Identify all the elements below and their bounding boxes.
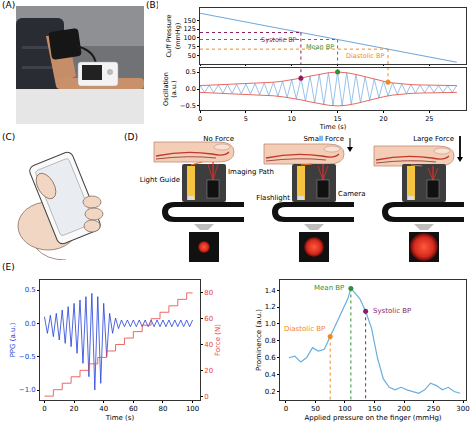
- svg-text:Oscillation(a.u.): Oscillation(a.u.): [162, 72, 178, 106]
- svg-text:Small Force: Small Force: [303, 135, 344, 143]
- svg-text:20: 20: [70, 405, 79, 413]
- svg-text:0.6: 0.6: [265, 354, 277, 362]
- svg-text:50: 50: [311, 405, 320, 413]
- svg-text:75: 75: [188, 43, 196, 51]
- svg-text:PPG (a.u.): PPG (a.u.): [9, 322, 17, 357]
- svg-text:Mean BP: Mean BP: [314, 284, 344, 292]
- svg-text:60: 60: [204, 315, 213, 323]
- svg-text:Imaging Path: Imaging Path: [228, 168, 274, 176]
- html-text:(C): (C): [2, 132, 16, 142]
- svg-text:Diastolic BP: Diastolic BP: [284, 325, 325, 333]
- html-text:(D): (D): [124, 132, 138, 142]
- svg-text:0.8: 0.8: [265, 337, 276, 345]
- svg-text:20: 20: [379, 115, 387, 123]
- svg-text:Camera: Camera: [338, 190, 365, 198]
- svg-text:150: 150: [368, 405, 381, 413]
- svg-text:0: 0: [42, 405, 46, 413]
- html-text:(A): (A): [2, 0, 16, 10]
- svg-text:200: 200: [397, 405, 410, 413]
- svg-text:0: 0: [204, 393, 208, 401]
- svg-text:No Force: No Force: [203, 135, 234, 143]
- svg-text:Time (s): Time (s): [105, 414, 135, 422]
- svg-text:125: 125: [183, 25, 195, 33]
- svg-text:0: 0: [198, 115, 202, 123]
- svg-text:60: 60: [129, 405, 138, 413]
- svg-text:300: 300: [456, 405, 469, 413]
- svg-text:25: 25: [425, 115, 433, 123]
- svg-text:Time (s): Time (s): [319, 123, 346, 131]
- svg-text:10: 10: [288, 115, 296, 123]
- svg-text:−0.5: −0.5: [180, 102, 196, 110]
- svg-text:Applied pressure on the finger: Applied pressure on the finger (mmHg): [304, 414, 441, 422]
- svg-text:0.2: 0.2: [265, 388, 276, 396]
- svg-text:Prominence (a.u.): Prominence (a.u.): [255, 309, 263, 371]
- svg-text:Cuff Pressure(mmHg): Cuff Pressure(mmHg): [165, 15, 181, 58]
- svg-text:1.2: 1.2: [265, 303, 276, 311]
- svg-text:100: 100: [183, 34, 195, 42]
- svg-text:0.5: 0.5: [25, 286, 36, 294]
- svg-text:100: 100: [186, 405, 199, 413]
- svg-text:−1.0: −1.0: [19, 386, 36, 394]
- svg-text:50: 50: [188, 52, 196, 60]
- svg-text:15: 15: [333, 115, 341, 123]
- svg-text:150: 150: [183, 17, 195, 25]
- svg-text:250: 250: [427, 405, 440, 413]
- svg-text:1.0: 1.0: [265, 320, 276, 328]
- svg-text:Force (N): Force (N): [214, 324, 222, 356]
- svg-text:Diastolic BP: Diastolic BP: [346, 52, 384, 60]
- svg-text:40: 40: [99, 405, 108, 413]
- svg-text:5: 5: [244, 115, 248, 123]
- svg-text:Systolic BP: Systolic BP: [261, 36, 297, 44]
- svg-text:0: 0: [284, 405, 288, 413]
- svg-text:Mean BP: Mean BP: [306, 43, 334, 51]
- html-text:(B): (B): [146, 0, 160, 10]
- svg-text:Systolic BP: Systolic BP: [373, 307, 411, 315]
- svg-text:20: 20: [204, 367, 213, 375]
- svg-text:0.4: 0.4: [265, 371, 277, 379]
- svg-text:0.0: 0.0: [25, 320, 36, 328]
- html-text:(E): (E): [2, 262, 15, 272]
- svg-text:Flashlight: Flashlight: [256, 194, 290, 202]
- svg-text:0.5: 0.5: [186, 68, 196, 76]
- svg-text:−0.5: −0.5: [19, 353, 36, 361]
- svg-text:100: 100: [338, 405, 351, 413]
- svg-text:80: 80: [158, 405, 167, 413]
- svg-text:Light Guide: Light Guide: [140, 176, 180, 184]
- svg-text:Large Force: Large Force: [413, 135, 454, 143]
- svg-text:40: 40: [204, 341, 213, 349]
- svg-text:1.4: 1.4: [265, 287, 277, 295]
- svg-text:0.0: 0.0: [186, 85, 196, 93]
- svg-text:80: 80: [204, 289, 213, 297]
